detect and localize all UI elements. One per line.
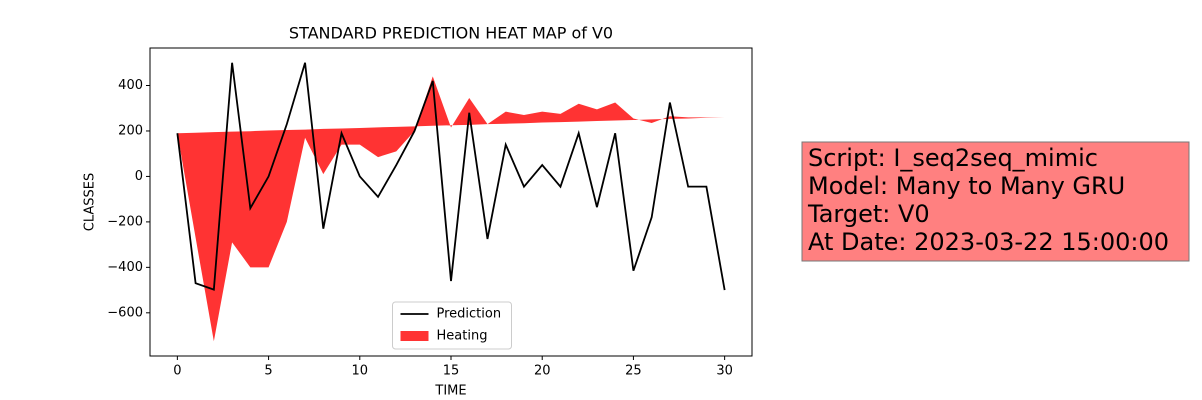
plot-frame (149, 47, 753, 357)
x-tick-label: 10 (352, 364, 369, 379)
annotation-line: Model: Many to Many GRU (808, 172, 1125, 200)
x-tick-label: 15 (443, 364, 460, 379)
y-axis-label: CLASSES (83, 173, 98, 231)
legend-label: Prediction (437, 307, 502, 322)
x-tick-label: 30 (716, 364, 733, 379)
x-tick-label: 5 (264, 364, 272, 379)
x-tick-label: 25 (625, 364, 642, 379)
x-tick-label: 20 (534, 364, 551, 379)
y-tick-label: −200 (107, 214, 143, 229)
x-axis-label: TIME (434, 384, 466, 399)
y-tick-label: −400 (107, 260, 143, 275)
annotation-line: Target: V0 (807, 200, 930, 228)
annotation-line: Script: I_seq2seq_mimic (808, 144, 1098, 172)
legend-swatch (400, 331, 429, 341)
y-tick-label: 400 (118, 78, 143, 93)
annotation-box (801, 141, 1190, 262)
prediction-line (176, 62, 726, 291)
x-tick-label: 0 (173, 364, 181, 379)
legend-label: Heating (437, 329, 488, 344)
chart-title: STANDARD PREDICTION HEAT MAP of V0 (289, 24, 613, 43)
y-tick-label: 200 (118, 123, 143, 138)
y-tick-label: 0 (135, 169, 143, 184)
y-tick-label: −600 (107, 305, 143, 320)
annotation-line: At Date: 2023-03-22 15:00:00 (808, 228, 1169, 256)
